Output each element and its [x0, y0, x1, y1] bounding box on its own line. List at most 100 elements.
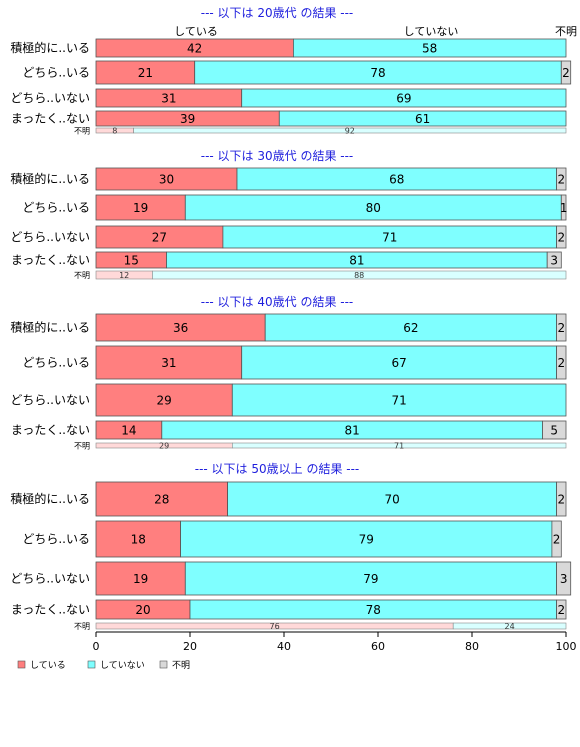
fumei-value-label: 92	[345, 127, 355, 136]
fumei-segment	[152, 270, 567, 280]
fumei-value-label: 12	[119, 271, 129, 280]
category-label: どちら..いる	[22, 66, 90, 80]
bar-segment	[95, 345, 243, 380]
data-label: 31	[161, 356, 176, 370]
category-label: どちら..いない	[10, 230, 90, 244]
fumei-value-label: 76	[270, 622, 280, 631]
bar-segment	[278, 110, 567, 127]
column-header-shiteiru: している	[174, 25, 218, 38]
bar-segment	[227, 481, 558, 517]
data-label: 78	[366, 603, 381, 617]
fumei-row-label: 不明	[74, 127, 90, 136]
fumei-value-label: 29	[159, 442, 169, 451]
data-label: 1	[560, 201, 568, 215]
legend-label: 不明	[172, 660, 190, 671]
data-label: 3	[550, 254, 558, 268]
panel-title: --- 以下は 20歳代 の結果 ---	[201, 6, 354, 20]
bar-segment	[556, 345, 567, 380]
category-label: どちら..いない	[10, 572, 90, 586]
category-label: 積極的に..いる	[10, 40, 90, 55]
legend-swatch	[159, 660, 168, 669]
data-label: 62	[403, 321, 418, 335]
bar-segment	[556, 481, 567, 517]
x-tick-label: 100	[556, 640, 577, 653]
bar-segment	[546, 251, 562, 269]
legend-swatch	[87, 660, 96, 669]
data-label: 2	[557, 603, 565, 617]
data-label: 2	[562, 66, 570, 80]
panel-title: --- 以下は 30歳代 の結果 ---	[201, 149, 354, 163]
data-label: 31	[161, 92, 176, 106]
data-label: 81	[349, 254, 364, 268]
bar-segment	[556, 167, 567, 191]
category-label: 積極的に..いる	[10, 491, 90, 506]
fumei-segment	[232, 442, 567, 449]
category-label: まったく..ない	[11, 112, 90, 126]
bar-segment	[560, 194, 567, 221]
bar-segment	[231, 383, 567, 417]
fumei-segment	[452, 622, 567, 630]
bar-segment	[556, 599, 567, 620]
category-label: 積極的に..いる	[10, 171, 90, 186]
fumei-row-label: 不明	[74, 622, 90, 631]
legend-label: している	[30, 660, 66, 671]
data-label: 21	[138, 66, 153, 80]
data-label: 2	[557, 231, 565, 245]
fumei-segment	[133, 127, 567, 134]
category-label: どちら..いる	[22, 201, 90, 215]
fumei-value-label: 8	[112, 127, 117, 136]
bar-segment	[184, 561, 557, 596]
data-label: 58	[422, 42, 437, 56]
bar-segment	[292, 38, 567, 58]
category-label: どちら..いる	[22, 532, 90, 546]
bar-segment	[95, 481, 229, 517]
data-label: 79	[363, 572, 378, 586]
x-tick-label: 80	[465, 640, 479, 653]
data-label: 19	[133, 201, 148, 215]
bar-segment	[184, 194, 562, 221]
bar-segment	[556, 313, 567, 342]
data-label: 80	[366, 201, 381, 215]
bar-segment	[241, 88, 567, 108]
bar-segment	[556, 225, 567, 249]
data-label: 61	[415, 112, 430, 126]
fumei-value-label: 88	[354, 271, 364, 280]
x-tick-label: 20	[183, 640, 197, 653]
data-label: 2	[553, 533, 561, 547]
panel-title: --- 以下は 40歳代 の結果 ---	[201, 295, 354, 309]
data-label: 18	[131, 533, 146, 547]
legend-swatch	[17, 660, 26, 669]
data-label: 3	[560, 572, 568, 586]
category-label: まったく..ない	[11, 603, 90, 617]
data-label: 67	[392, 356, 407, 370]
category-label: どちら..いない	[10, 393, 90, 407]
data-label: 2	[557, 321, 565, 335]
fumei-value-label: 71	[394, 442, 404, 451]
bar-segment	[556, 561, 572, 596]
data-label: 71	[392, 394, 407, 408]
fumei-row-label: 不明	[74, 442, 90, 451]
bar-segment	[241, 345, 557, 380]
data-label: 68	[389, 173, 404, 187]
data-label: 70	[384, 493, 399, 507]
x-tick-label: 60	[371, 640, 385, 653]
data-label: 71	[382, 231, 397, 245]
bar-segment	[95, 383, 233, 417]
data-label: 27	[152, 231, 167, 245]
data-label: 28	[154, 493, 169, 507]
bar-segment	[95, 561, 186, 596]
data-label: 30	[159, 173, 174, 187]
data-label: 2	[557, 493, 565, 507]
data-label: 79	[359, 533, 374, 547]
data-label: 20	[135, 603, 150, 617]
data-label: 29	[157, 394, 172, 408]
bar-segment	[95, 313, 266, 342]
panel-title: --- 以下は 50歳以上 の結果 ---	[195, 462, 360, 476]
category-label: どちら..いる	[22, 356, 90, 370]
bar-segment	[560, 60, 572, 85]
bar-segment	[264, 313, 558, 342]
data-label: 39	[180, 112, 195, 126]
data-label: 2	[557, 173, 565, 187]
x-tick-label: 40	[277, 640, 291, 653]
